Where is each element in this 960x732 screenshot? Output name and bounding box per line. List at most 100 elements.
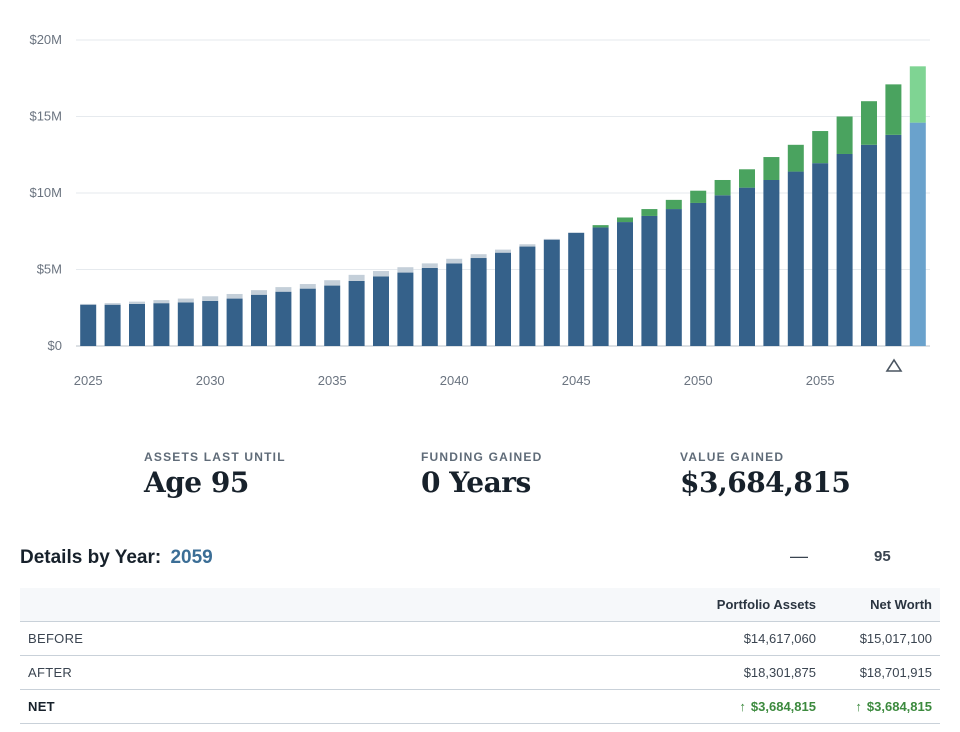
bar-portfolio_after[interactable] bbox=[690, 202, 707, 346]
details-title-label: Details by Year: bbox=[20, 547, 162, 568]
x-tick-label: 2050 bbox=[684, 373, 713, 388]
bar-portfolio_after[interactable] bbox=[397, 272, 414, 346]
bar-portfolio_after[interactable] bbox=[714, 195, 731, 346]
bar-value_lost[interactable] bbox=[495, 249, 511, 253]
bar-value_lost[interactable] bbox=[251, 290, 267, 295]
arrow-up-icon: ↑ bbox=[855, 699, 862, 714]
table-header-row: Portfolio Assets Net Worth bbox=[20, 588, 940, 622]
chart-grid bbox=[76, 39, 930, 347]
bar-portfolio_after[interactable] bbox=[226, 298, 243, 346]
column-header-empty bbox=[20, 588, 608, 622]
x-axis: 2025 2030 2035 2040 2045 2050 2055 bbox=[74, 373, 835, 388]
bar-portfolio_after[interactable] bbox=[568, 232, 585, 346]
bar-portfolio_after[interactable] bbox=[299, 288, 316, 346]
bar-portfolio_after[interactable] bbox=[275, 291, 292, 346]
bar-value_lost[interactable] bbox=[519, 244, 536, 247]
stat-funding-gained: FUNDING GAINED 0 Years bbox=[421, 450, 542, 499]
bar-portfolio_after[interactable] bbox=[592, 227, 609, 346]
bar-portfolio_after[interactable] bbox=[373, 276, 389, 346]
bar-value_gained[interactable] bbox=[641, 209, 658, 216]
y-axis: $0 $5M $10M $15M $20M bbox=[29, 32, 62, 353]
bar-value_gained[interactable] bbox=[909, 66, 926, 123]
bar-value_gained[interactable] bbox=[617, 217, 633, 223]
bar-portfolio_after[interactable] bbox=[812, 163, 829, 346]
bar-value_gained[interactable] bbox=[861, 101, 877, 145]
bar-value_lost[interactable] bbox=[543, 238, 560, 240]
bar-value_lost[interactable] bbox=[104, 303, 121, 305]
cell-portfolio: $18,301,875 bbox=[608, 655, 824, 690]
bar-portfolio_after[interactable] bbox=[446, 263, 463, 346]
bar-portfolio_after[interactable] bbox=[543, 239, 560, 346]
bar-portfolio_after[interactable] bbox=[251, 294, 267, 346]
y-tick-label: $5M bbox=[37, 262, 62, 277]
column-header-portfolio: Portfolio Assets bbox=[608, 588, 824, 622]
bar-value_lost[interactable] bbox=[153, 300, 170, 304]
bar-value_gained[interactable] bbox=[763, 157, 780, 180]
bar-portfolio_after[interactable] bbox=[153, 303, 170, 346]
bar-value_gained[interactable] bbox=[592, 225, 609, 228]
bar-portfolio_after[interactable] bbox=[861, 144, 877, 346]
bar-portfolio_after[interactable] bbox=[909, 122, 926, 347]
bar-value_lost[interactable] bbox=[299, 284, 316, 289]
bar-portfolio_after[interactable] bbox=[129, 303, 145, 346]
bar-portfolio_after[interactable] bbox=[617, 222, 633, 346]
cell-networth: $15,017,100 bbox=[824, 621, 940, 656]
portfolio-projection-chart: $0$5M$10M$15M$20M 2025 2030 2035 2040 2045 20… bbox=[29, 32, 930, 388]
row-label: BEFORE bbox=[20, 621, 608, 656]
bar-value_lost[interactable] bbox=[226, 293, 243, 299]
bar-value_gained[interactable] bbox=[714, 179, 731, 196]
bar-value_lost[interactable] bbox=[397, 267, 414, 273]
bar-portfolio_after[interactable] bbox=[519, 246, 536, 346]
bar-portfolio_after[interactable] bbox=[665, 209, 682, 346]
bar-value_lost[interactable] bbox=[177, 298, 194, 303]
chart-bars[interactable] bbox=[80, 66, 926, 347]
bar-portfolio_after[interactable] bbox=[495, 252, 511, 346]
cell-portfolio: ↑ $3,684,815 bbox=[608, 689, 824, 724]
bar-portfolio_after[interactable] bbox=[470, 258, 487, 346]
collapse-button[interactable]: — bbox=[790, 546, 808, 566]
bar-portfolio_after[interactable] bbox=[885, 134, 902, 346]
bar-value_gained[interactable] bbox=[787, 144, 804, 172]
bar-value_gained[interactable] bbox=[885, 84, 902, 135]
bar-portfolio_after[interactable] bbox=[80, 304, 97, 346]
cell-networth: ↑ $3,684,815 bbox=[824, 689, 940, 724]
selected-year-marker-icon[interactable] bbox=[885, 358, 903, 372]
bar-portfolio_after[interactable] bbox=[739, 187, 755, 346]
bar-portfolio_after[interactable] bbox=[421, 267, 438, 346]
details-title: Details by Year: 2059 bbox=[20, 547, 213, 569]
bar-portfolio_after[interactable] bbox=[202, 300, 219, 346]
bar-value_lost[interactable] bbox=[275, 287, 292, 292]
bar-value_lost[interactable] bbox=[421, 263, 438, 268]
bar-value_lost[interactable] bbox=[470, 254, 487, 259]
x-tick-label: 2025 bbox=[74, 373, 103, 388]
bar-portfolio_after[interactable] bbox=[177, 302, 194, 346]
stat-label: FUNDING GAINED bbox=[421, 450, 543, 464]
bar-value_gained[interactable] bbox=[836, 116, 853, 154]
bar-value_gained[interactable] bbox=[812, 131, 829, 164]
bar-value_lost[interactable] bbox=[324, 280, 341, 286]
stat-label: VALUE GAINED bbox=[680, 450, 785, 464]
x-tick-label: 2030 bbox=[196, 373, 225, 388]
bar-value_gained[interactable] bbox=[690, 190, 707, 203]
bar-value_gained[interactable] bbox=[739, 169, 755, 188]
bar-value_lost[interactable] bbox=[348, 274, 365, 281]
bar-portfolio_after[interactable] bbox=[324, 285, 341, 346]
stat-label: ASSETS LAST UNTIL bbox=[144, 450, 286, 464]
bar-portfolio_after[interactable] bbox=[836, 153, 853, 346]
bar-value_lost[interactable] bbox=[446, 258, 463, 264]
bar-portfolio_after[interactable] bbox=[641, 215, 658, 346]
bar-portfolio_after[interactable] bbox=[348, 280, 365, 346]
table-row: AFTER $18,301,875 $18,701,915 bbox=[20, 655, 940, 690]
bar-value_lost[interactable] bbox=[80, 303, 97, 305]
bar-portfolio_after[interactable] bbox=[104, 304, 121, 346]
bar-value_lost[interactable] bbox=[129, 301, 145, 304]
bar-value_lost[interactable] bbox=[373, 271, 389, 277]
bar-portfolio_after[interactable] bbox=[763, 179, 780, 346]
stat-value-gained: VALUE GAINED $3,684,815 bbox=[680, 450, 851, 499]
net-portfolio-value: $3,684,815 bbox=[750, 699, 816, 714]
bar-value_lost[interactable] bbox=[202, 296, 219, 301]
x-tick-label: 2045 bbox=[562, 373, 591, 388]
stat-value: Age 95 bbox=[144, 466, 249, 499]
bar-value_gained[interactable] bbox=[665, 199, 682, 210]
bar-portfolio_after[interactable] bbox=[787, 171, 804, 346]
